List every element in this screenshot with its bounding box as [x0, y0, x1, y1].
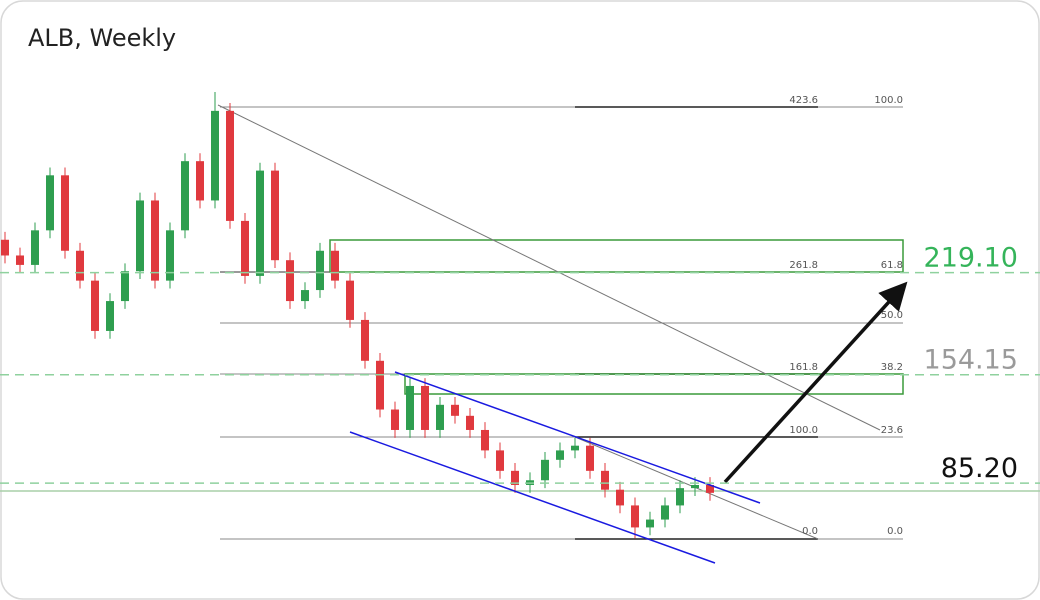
fib-label: 0.0	[802, 526, 818, 537]
level-label: 154.15	[924, 345, 1018, 376]
channel-line	[349, 431, 716, 564]
candle-body	[406, 385, 414, 430]
candle-body	[706, 484, 714, 493]
candle-body	[616, 489, 624, 506]
candle-body	[46, 175, 54, 231]
candle-body	[376, 360, 384, 410]
candle-body	[16, 255, 24, 265]
candle-body	[391, 409, 399, 430]
candle-body	[121, 271, 129, 302]
candle-body	[361, 319, 369, 361]
candles	[1, 92, 714, 539]
fib-label: 61.8	[881, 260, 903, 271]
candle-body	[601, 470, 609, 490]
levels: 219.10 154.15 85.20	[0, 243, 1040, 484]
target-arrow	[723, 281, 908, 484]
level-label: 219.10	[924, 243, 1018, 274]
candle-body	[166, 230, 174, 281]
candle-body	[61, 175, 69, 251]
candle-body	[136, 200, 144, 272]
candle-body	[346, 280, 354, 320]
candle-body	[571, 445, 579, 451]
candle-body	[661, 505, 669, 520]
candle-body	[556, 450, 564, 460]
candle-body	[196, 161, 204, 201]
candle-body	[256, 170, 264, 276]
candle-body	[466, 415, 474, 430]
candle-body	[541, 459, 549, 481]
candle-body	[436, 404, 444, 430]
candle-body	[151, 200, 159, 281]
candle-body	[271, 170, 279, 261]
candle-body	[421, 385, 429, 430]
candle-body	[631, 505, 639, 528]
candle-body	[481, 429, 489, 451]
candle-body	[76, 250, 84, 281]
candle-body	[691, 484, 699, 489]
fib-label: 23.6	[881, 425, 903, 436]
fib-label: 0.0	[887, 526, 903, 537]
candle-body	[646, 519, 654, 528]
candle-body	[586, 445, 594, 471]
candle-body	[91, 280, 99, 331]
fib-label: 161.8	[789, 362, 818, 373]
candle-body	[181, 161, 189, 231]
fib-label: 261.8	[789, 260, 818, 271]
fib-label: 100.0	[789, 425, 818, 436]
chart-title: ALB, Weekly	[28, 24, 176, 52]
candle-body	[241, 220, 249, 276]
candle-body	[286, 260, 294, 302]
fib-label: 38.2	[881, 362, 903, 373]
candle-body	[511, 470, 519, 485]
candle-body	[496, 450, 504, 471]
trend-line	[217, 104, 881, 431]
candle-body	[451, 404, 459, 416]
candle-body	[1, 239, 9, 256]
candle-body	[676, 488, 684, 506]
fib-label: 100.0	[874, 95, 903, 106]
candle-body	[106, 301, 114, 331]
candle-body	[331, 250, 339, 281]
candle-body	[31, 230, 39, 265]
fib-labels: 423.6 261.8 161.8 100.0 0.0 100.0 61.8 5…	[789, 95, 903, 537]
fib-label: 423.6	[789, 95, 818, 106]
candle-body	[301, 290, 309, 302]
level-label: 85.20	[941, 453, 1018, 484]
candle-body	[211, 110, 219, 201]
candle-body	[316, 250, 324, 291]
channel-line	[394, 371, 761, 504]
candle-body	[226, 110, 234, 221]
fib-label: 50.0	[881, 310, 903, 321]
